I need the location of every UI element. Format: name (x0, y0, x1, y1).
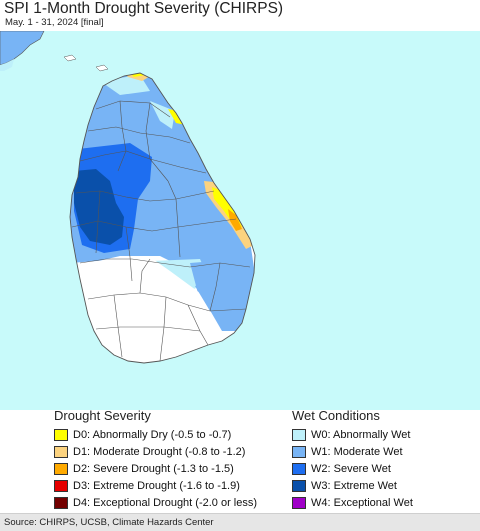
legend-swatch-w0 (292, 428, 306, 441)
legend-swatch-d0 (54, 428, 68, 441)
legend-swatch-d2 (54, 462, 68, 475)
map-date-range: May. 1 - 31, 2024 [final] (5, 17, 104, 28)
island-small (95, 64, 109, 72)
legend-item-w4: W4: Exceptional Wet (292, 494, 413, 511)
legend-label-d4: D4: Exceptional Drought (-2.0 or less) (73, 496, 258, 509)
wet-legend-heading: Wet Conditions (292, 408, 380, 423)
legend-label-d2: D2: Severe Drought (-1.3 to -1.5) (73, 462, 234, 475)
legend-label-d0: D0: Abnormally Dry (-0.5 to -0.7) (73, 428, 232, 441)
legend-item-w0: W0: Abnormally Wet (292, 426, 413, 443)
legend-swatch-d3 (54, 479, 68, 492)
legend-label-w2: W2: Severe Wet (311, 462, 391, 475)
legend-item-w2: W2: Severe Wet (292, 460, 413, 477)
legend-label-w3: W3: Extreme Wet (311, 479, 397, 492)
source-text: Source: CHIRPS, UCSB, Climate Hazards Ce… (4, 517, 214, 528)
drought-legend: Drought Severity D0: Abnormally Dry (-0.… (54, 408, 257, 511)
legend-swatch-w2 (292, 462, 306, 475)
source-footer: Source: CHIRPS, UCSB, Climate Hazards Ce… (0, 513, 480, 531)
map-title: SPI 1-Month Drought Severity (CHIRPS) (4, 0, 284, 17)
legend-label-w4: W4: Exceptional Wet (311, 496, 413, 509)
legend-item-d0: D0: Abnormally Dry (-0.5 to -0.7) (54, 426, 257, 443)
india-landmass (0, 31, 45, 66)
drought-map (0, 31, 480, 410)
legend-swatch-d4 (54, 496, 68, 509)
legend-swatch-w4 (292, 496, 306, 509)
legend-item-d3: D3: Extreme Drought (-1.6 to -1.9) (54, 477, 257, 494)
drought-legend-heading: Drought Severity (54, 408, 151, 423)
legend-item-w3: W3: Extreme Wet (292, 477, 413, 494)
sri-lanka-map-svg (0, 31, 480, 410)
legend-swatch-w3 (292, 479, 306, 492)
district-borders (69, 72, 256, 364)
legend-item-d2: D2: Severe Drought (-1.3 to -1.5) (54, 460, 257, 477)
legend-item-d4: D4: Exceptional Drought (-2.0 or less) (54, 494, 257, 511)
india-coast-wet (0, 59, 14, 71)
legend-label-d3: D3: Extreme Drought (-1.6 to -1.9) (73, 479, 240, 492)
legend-label-w1: W1: Moderate Wet (311, 445, 403, 458)
legend-item-w1: W1: Moderate Wet (292, 443, 413, 460)
legend-swatch-w1 (292, 445, 306, 458)
wet-legend: Wet Conditions W0: Abnormally Wet W1: Mo… (292, 408, 413, 511)
legend-swatch-d1 (54, 445, 68, 458)
legend-item-d1: D1: Moderate Drought (-0.8 to -1.2) (54, 443, 257, 460)
legend-label-w0: W0: Abnormally Wet (311, 428, 411, 441)
island-small (63, 54, 77, 62)
legend-label-d1: D1: Moderate Drought (-0.8 to -1.2) (73, 445, 246, 458)
